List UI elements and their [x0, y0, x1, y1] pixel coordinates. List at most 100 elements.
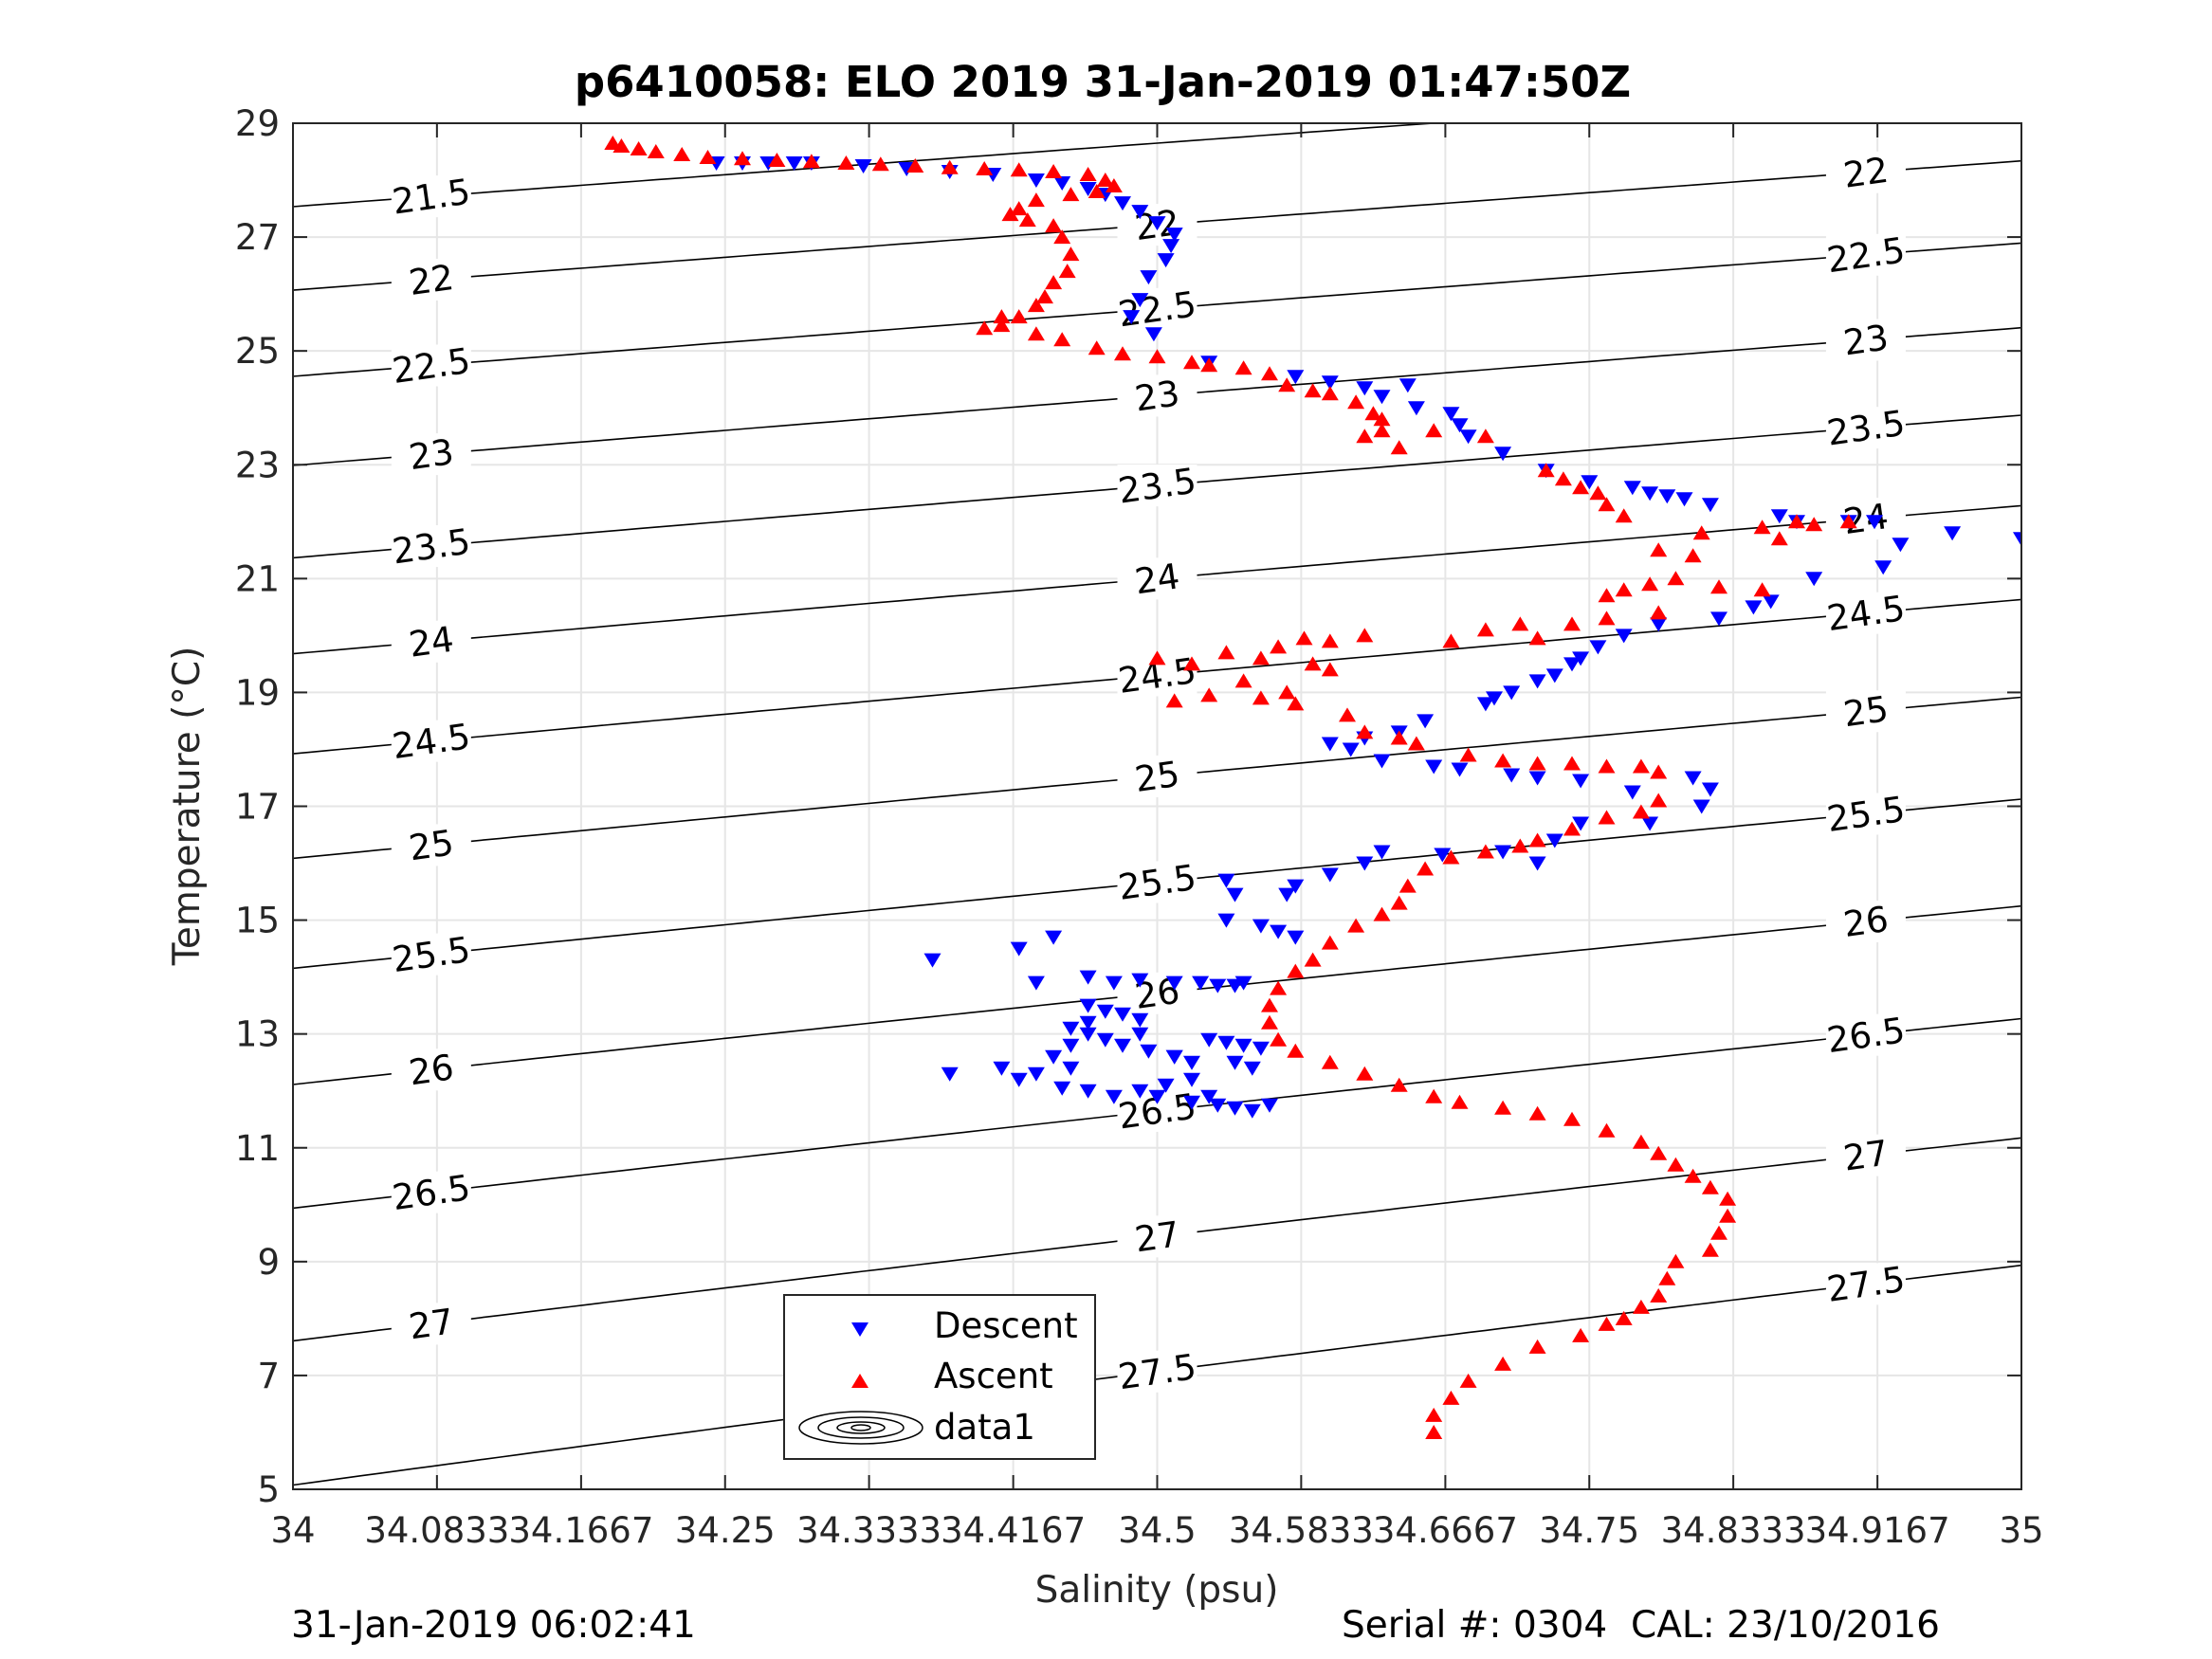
ascent-marker	[1632, 804, 1650, 819]
ascent-marker	[1572, 1327, 1590, 1342]
ascent-marker	[1459, 1373, 1477, 1388]
descent-marker	[1226, 887, 1244, 902]
ascent-marker	[1554, 471, 1572, 486]
descent-marker	[1356, 381, 1374, 396]
ascent-marker	[699, 150, 717, 164]
ascent-marker	[1589, 485, 1607, 501]
descent-marker	[1572, 651, 1590, 666]
descent-marker	[1209, 978, 1227, 994]
descent-marker	[1373, 390, 1391, 405]
descent-marker	[1373, 754, 1391, 769]
descent-marker	[1278, 887, 1296, 902]
descent-marker	[1572, 816, 1590, 831]
ascent-marker	[1753, 520, 1771, 535]
ascent-marker	[1667, 1253, 1685, 1268]
descent-marker	[1131, 1012, 1149, 1028]
descent-marker	[1045, 930, 1063, 945]
isopycnal-label-bg	[391, 824, 471, 866]
isopycnal-label: 25	[407, 822, 457, 868]
isopycnal-label: 24	[1132, 556, 1182, 602]
descent-marker	[1287, 879, 1305, 894]
ascent-marker	[1295, 630, 1313, 646]
x-tick-label: 34.75	[1539, 1510, 1639, 1551]
ascent-marker	[1088, 340, 1106, 356]
descent-marker	[1451, 762, 1469, 777]
ascent-marker	[1684, 1168, 1702, 1183]
descent-marker	[1321, 867, 1339, 883]
ascent-marker	[1563, 821, 1581, 836]
ascent-marker	[1658, 1270, 1676, 1285]
isopycnal-label-bg	[1117, 374, 1197, 417]
descent-marker	[1287, 930, 1305, 945]
legend-label-data1: data1	[934, 1407, 1035, 1448]
isopycnal-label-bg	[1825, 592, 1906, 634]
y-tick-label: 29	[235, 103, 280, 144]
descent-marker	[1252, 919, 1270, 934]
descent-marker	[1045, 1049, 1063, 1065]
descent-marker	[1745, 600, 1763, 615]
ascent-marker	[1200, 357, 1218, 373]
descent-marker	[1226, 1101, 1244, 1116]
ascent-marker	[1598, 588, 1616, 603]
descent-marker	[1144, 327, 1162, 342]
descent-marker	[1287, 370, 1305, 385]
ascent-marker	[1062, 246, 1080, 262]
descent-marker	[1321, 737, 1339, 752]
descent-marker	[1200, 1032, 1218, 1048]
ascent-marker	[1425, 423, 1443, 438]
descent-marker	[1486, 691, 1503, 706]
descent-marker	[1105, 975, 1123, 991]
y-tick-label: 11	[235, 1128, 280, 1169]
ascent-marker	[1339, 707, 1356, 722]
descent-marker	[1252, 1041, 1270, 1056]
ascent-marker	[1252, 650, 1270, 665]
axis-ticks	[292, 122, 2022, 1490]
x-tick-label: 34.1667	[508, 1510, 653, 1551]
descent-marker	[1131, 205, 1149, 220]
isopycnal-label-bg	[391, 620, 471, 663]
descent-marker	[1417, 714, 1435, 729]
isopycnal-label: 26	[407, 1047, 457, 1093]
descent-marker	[1270, 924, 1288, 939]
descent-marker	[1528, 856, 1546, 871]
descent-marker	[1217, 1035, 1235, 1050]
descent-marker	[1641, 486, 1659, 501]
ascent-marker	[1261, 366, 1278, 381]
descent-marker	[1131, 1084, 1149, 1099]
ascent-marker	[1036, 289, 1053, 304]
ascent-marker	[1045, 164, 1063, 178]
isopycnal-label-bg	[1117, 972, 1197, 1014]
descent-marker	[993, 1061, 1011, 1076]
descent-marker	[1710, 611, 1728, 627]
ascent-marker	[1261, 1014, 1278, 1030]
descent-marker	[1096, 1004, 1114, 1019]
descent-marker	[1165, 975, 1183, 991]
isopycnal-label-bg	[1825, 1263, 1906, 1305]
y-tick-label: 5	[257, 1469, 280, 1510]
ascent-marker	[1667, 1157, 1685, 1172]
descent-marker	[1407, 401, 1425, 416]
ascent-marker	[1476, 844, 1494, 859]
descent-marker	[1062, 1021, 1080, 1036]
ascent-marker	[1598, 810, 1616, 825]
descent-marker	[1701, 498, 1719, 513]
ascent-marker	[1563, 616, 1581, 631]
ascent-marker	[768, 153, 786, 167]
ascent-marker	[1356, 724, 1374, 739]
ascent-marker	[1451, 1094, 1469, 1109]
footer-timestamp: 31-Jan-2019 06:02:41	[291, 1604, 696, 1647]
descent-marker	[1451, 418, 1469, 433]
isopycnal-label-bg	[1117, 861, 1197, 903]
ascent-marker	[1615, 508, 1633, 523]
descent-marker	[1131, 1027, 1149, 1042]
ascent-marker	[1058, 264, 1076, 279]
descent-marker	[1692, 799, 1710, 814]
ascent-marker	[1615, 582, 1633, 597]
ascent-marker	[1321, 1054, 1339, 1069]
descent-marker	[1528, 674, 1546, 689]
ascent-marker	[1390, 730, 1408, 745]
ascent-marker	[993, 318, 1011, 333]
ascent-marker	[1563, 756, 1581, 771]
descent-marker	[1209, 1098, 1227, 1113]
